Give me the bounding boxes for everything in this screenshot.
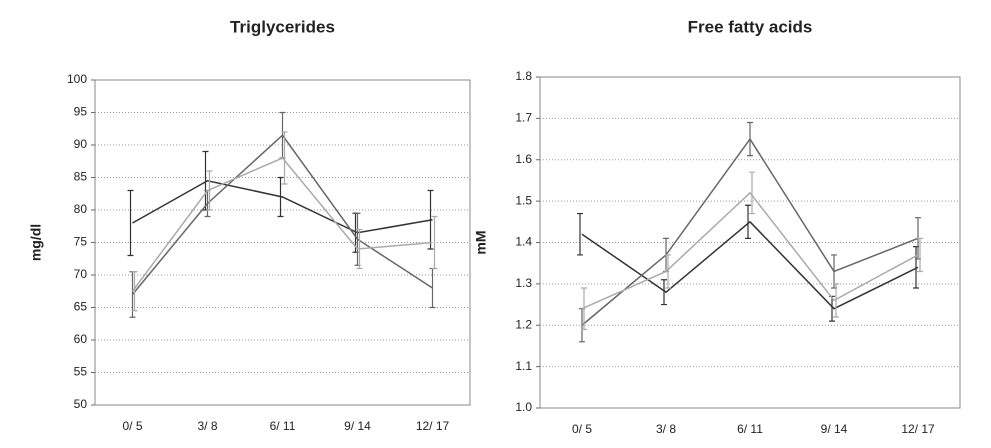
y-tick-label: 60: [74, 332, 88, 346]
x-tick-label: 9/ 14: [821, 422, 848, 436]
y-tick-label: 1.1: [515, 359, 532, 373]
y-tick-label: 1.8: [515, 69, 532, 83]
y-tick-label: 1.5: [515, 193, 532, 207]
error-bar: [831, 254, 837, 289]
x-tick-label: 3/ 8: [656, 422, 676, 436]
y-tick-label: 1.6: [515, 152, 532, 166]
error-bar: [427, 189, 434, 250]
error-bar: [577, 212, 583, 256]
y-tick-label: 1.3: [515, 276, 532, 290]
error-bar: [745, 204, 751, 239]
y-tick-label: 1.2: [515, 317, 532, 331]
y-tick-label: 1.4: [515, 235, 532, 249]
y-tick-label: 70: [74, 267, 88, 281]
chart-title: Triglycerides: [230, 17, 335, 36]
series-line: [581, 220, 919, 310]
y-tick-label: 95: [74, 105, 88, 119]
plot-frame: [539, 76, 961, 409]
x-tick-label: 0/ 5: [122, 419, 142, 433]
error-bar: [356, 228, 363, 270]
y-axis-label: mg/dl: [28, 224, 44, 261]
y-tick-label: 100: [67, 72, 87, 86]
x-tick-label: 6/ 11: [270, 419, 296, 433]
series-line: [131, 157, 433, 292]
error-bar: [431, 215, 438, 270]
y-tick-label: 85: [74, 170, 88, 184]
y-axis-label: mM: [473, 230, 489, 254]
error-bar: [206, 170, 213, 211]
y-tick-label: 90: [74, 137, 88, 151]
error-bar: [747, 121, 753, 157]
error-bar: [127, 189, 134, 257]
y-tick-label: 1.0: [515, 400, 532, 414]
y-tick-label: 1.7: [515, 111, 532, 125]
x-tick-label: 6/ 11: [737, 422, 763, 436]
y-tick-label: 55: [74, 365, 88, 379]
error-bar: [131, 271, 138, 312]
error-bar: [665, 254, 671, 289]
x-tick-label: 0/ 5: [572, 422, 592, 436]
error-bar: [581, 287, 587, 330]
error-bar: [661, 279, 667, 306]
series-line: [581, 137, 919, 326]
error-bar: [749, 171, 755, 215]
series-line: [581, 191, 919, 310]
error-bar: [429, 267, 436, 309]
error-bar: [833, 283, 839, 318]
x-tick-label: 9/ 14: [344, 419, 371, 433]
y-tick-label: 65: [74, 300, 88, 314]
plot-frame: [94, 79, 471, 406]
error-bar: [281, 131, 288, 185]
x-tick-label: 12/ 17: [901, 422, 935, 436]
y-tick-label: 50: [74, 397, 88, 411]
error-bar: [277, 176, 284, 218]
series-line: [132, 179, 433, 234]
error-bar: [917, 237, 923, 273]
y-tick-label: 80: [74, 202, 88, 216]
x-tick-label: 3/ 8: [197, 419, 217, 433]
chart-title: Free fatty acids: [688, 17, 813, 36]
y-tick-label: 75: [74, 235, 88, 249]
x-tick-label: 12/ 17: [416, 419, 450, 433]
